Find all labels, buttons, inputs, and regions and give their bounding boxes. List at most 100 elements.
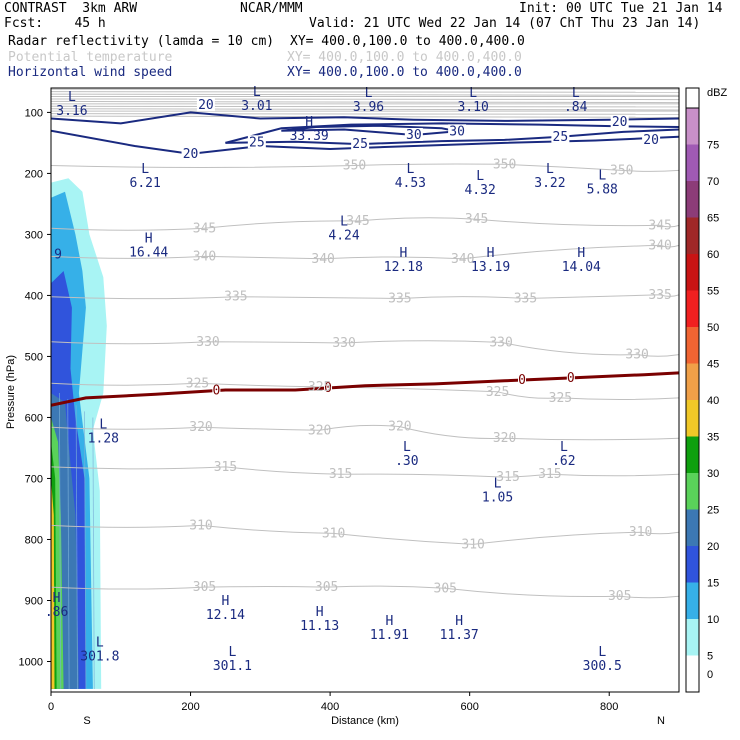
extremum-value-16: 1.28 — [88, 431, 119, 446]
extremum-value-12: 16.44 — [129, 245, 168, 260]
theta-label-320-0: 320 — [189, 420, 212, 435]
theta-contour-325 — [51, 382, 679, 400]
theta-label-325-2: 325 — [486, 385, 509, 400]
wind-label-30-1: 30 — [449, 124, 465, 139]
extremum-type-9: L — [546, 162, 554, 177]
colorbar-swatch-15 — [686, 108, 699, 145]
theta-upper-contour-4 — [51, 98, 679, 101]
wind-label-bg-30-1 — [448, 124, 467, 138]
surface-marker-bg-2 — [518, 375, 526, 386]
colorbar-swatch-9 — [686, 327, 699, 364]
extremum-value-3: 3.10 — [457, 100, 488, 115]
field2-name: Potential temperature — [8, 50, 173, 65]
surface-marker-bg-1 — [324, 382, 333, 393]
theta-contour-340 — [51, 244, 679, 260]
wind-label-25-0: 25 — [249, 135, 265, 150]
extremum-value-1: 3.01 — [241, 99, 272, 114]
y-tick-label-400: 400 — [25, 290, 43, 302]
extremum-value-10: 5.88 — [587, 183, 618, 198]
x-axis: 0 200 400 600 800 S N — [48, 692, 665, 727]
valid-time: Valid: 21 UTC Wed 22 Jan 14 (07 ChT Thu … — [309, 16, 701, 31]
forecast-hour: Fcst: 45 h — [4, 16, 106, 31]
wind-label-bg-20-1 — [181, 146, 200, 160]
theta-contour-315 — [51, 466, 679, 478]
theta-label-315-1: 315 — [329, 467, 352, 482]
surface-marker-bg-0 — [212, 385, 221, 396]
y-axis-title: Pressure (hPa) — [5, 355, 17, 429]
colorbar: 0 5 10 15 20 25 30 35 40 45 50 55 60 65 70 75 dBZ — [685, 87, 727, 693]
surface-marker-2: 0 — [518, 373, 526, 388]
colorbar-label-12: 60 — [707, 249, 719, 261]
y-tick-label-900: 900 — [25, 595, 43, 607]
extremum-value-8: 4.32 — [464, 183, 495, 198]
institution-label: NCAR/MMM — [240, 1, 303, 16]
x-end-label-north: N — [657, 715, 665, 727]
wind-label-bg-25-1 — [351, 137, 370, 151]
theta-label-330-0: 330 — [196, 335, 219, 350]
extremum-type-10: L — [598, 169, 606, 184]
field3-xy: XY= 400.0,100.0 to 400.0,400.0 — [287, 65, 522, 80]
theta-label-350-1: 350 — [493, 157, 516, 172]
colorbar-swatch-8 — [686, 363, 699, 400]
theta-label-320-2: 320 — [388, 420, 411, 435]
extremum-type-15: H — [577, 246, 585, 261]
colorbar-swatch-14 — [686, 144, 699, 181]
theta-label-330-1: 330 — [332, 336, 355, 351]
theta-contour-350 — [51, 163, 679, 172]
theta-label-340-3: 340 — [648, 238, 671, 253]
extremum-type-27: H — [53, 591, 61, 606]
extremum-value-6: 6.21 — [130, 176, 161, 191]
colorbar-label-3: 15 — [707, 578, 719, 590]
colorbar-label-11: 55 — [707, 286, 719, 298]
colorbar-label-15: 75 — [707, 140, 719, 152]
theta-label-315-3: 315 — [538, 467, 561, 482]
field2-xy: XY= 400.0,100.0 to 400.0,400.0 — [287, 50, 522, 65]
extremum-type-6: L — [141, 162, 149, 177]
reflectivity-streak-1 — [67, 399, 70, 689]
y-axis: 100 200 300 400 500 600 700 800 900 1000 — [19, 107, 51, 668]
extremum-value-15: 14.04 — [562, 260, 601, 275]
extremum-type-25: L — [229, 645, 237, 660]
wind-label-20-1: 20 — [183, 147, 199, 162]
colorbar-unit: dBZ — [707, 87, 727, 99]
y-tick-label-600: 600 — [25, 412, 43, 424]
colorbar-swatch-2 — [686, 582, 699, 619]
extremum-type-11: L — [340, 214, 348, 229]
extremum-value-0: 3.16 — [56, 104, 87, 119]
colorbar-swatch-10 — [686, 290, 699, 327]
surface-line: 0 0 0 0 — [51, 371, 679, 407]
extremum-type-22: H — [386, 614, 394, 629]
theta-label-330-2: 330 — [489, 335, 512, 350]
extremum-value-18: .62 — [552, 454, 575, 469]
reflectivity-band-6 — [51, 478, 55, 689]
extremum-type-13: H — [399, 246, 407, 261]
extremum-value-5: 33.39 — [290, 129, 329, 144]
theta-contours — [51, 88, 679, 599]
x-tick-label-400: 400 — [321, 701, 339, 713]
theta-label-325-0: 325 — [186, 376, 209, 391]
theta-upper-contour-1 — [51, 91, 679, 93]
extremum-type-5: H — [305, 115, 313, 130]
theta-contour-330 — [51, 340, 679, 357]
y-tick-label-700: 700 — [25, 473, 43, 485]
theta-label-305-0: 305 — [193, 580, 216, 595]
reflectivity-streak-2 — [75, 405, 78, 689]
x-axis-title: Distance (km) — [331, 715, 399, 727]
wind-label-bg-20-2 — [610, 115, 629, 129]
extremum-type-4: L — [572, 86, 580, 101]
extremum-type-18: L — [560, 440, 568, 455]
theta-label-325-1: 325 — [308, 380, 331, 395]
theta-label-345-3: 345 — [648, 218, 671, 233]
y-tick-label-100: 100 — [25, 107, 43, 119]
y-tick-label-300: 300 — [25, 229, 43, 241]
y-tick-label-200: 200 — [25, 168, 43, 180]
theta-contour-345 — [51, 217, 679, 231]
theta-label-305-1: 305 — [315, 580, 338, 595]
x-tick-label-600: 600 — [460, 701, 478, 713]
wind-label-bg-20-0 — [196, 98, 215, 112]
theta-upper-contour-11 — [51, 115, 679, 118]
extremum-type-17: L — [403, 440, 411, 455]
theta-label-305-2: 305 — [434, 581, 457, 596]
theta-label-320-3: 320 — [493, 431, 516, 446]
